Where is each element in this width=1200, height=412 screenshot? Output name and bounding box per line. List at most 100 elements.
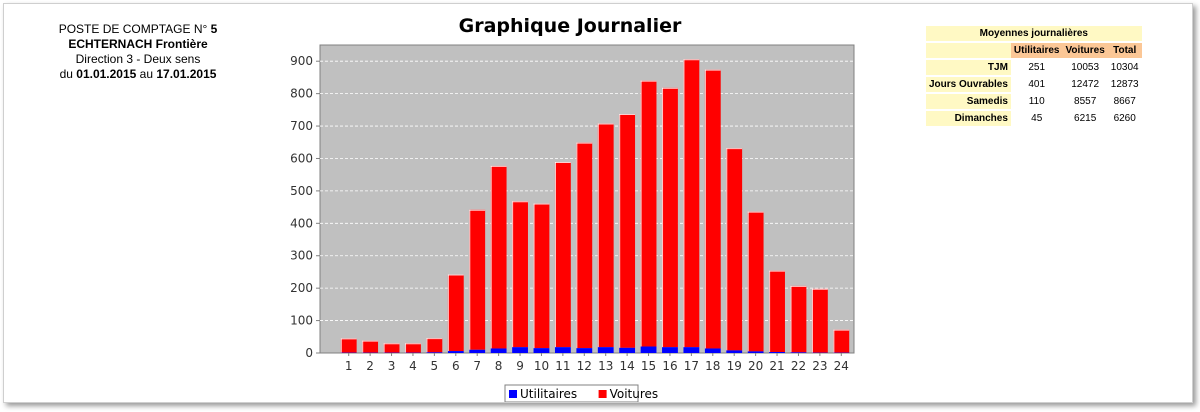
- bar-utilitaires: [704, 348, 721, 353]
- x-tick-label: 13: [598, 359, 613, 373]
- y-tick-label: 300: [290, 249, 313, 263]
- bar-voitures: [426, 338, 443, 353]
- bar-voitures: [405, 343, 421, 353]
- x-tick-label: 6: [452, 359, 460, 373]
- row-label: TJM: [926, 60, 1011, 75]
- table-cell: 10304: [1107, 60, 1142, 75]
- x-tick-label: 12: [577, 359, 592, 373]
- date-to: 17.01.2015: [156, 67, 217, 81]
- bar-utilitaires: [490, 348, 507, 353]
- bar-utilitaires: [619, 347, 636, 353]
- station-line: POSTE DE COMPTAGE N° 5: [40, 22, 236, 37]
- bar-utilitaires: [469, 349, 486, 353]
- table-cell: 110: [1010, 94, 1063, 109]
- bar-voitures: [769, 270, 785, 353]
- x-tick-label: 23: [812, 359, 827, 373]
- x-tick-label: 16: [662, 359, 677, 373]
- y-tick-label: 900: [290, 54, 313, 68]
- bar-utilitaires: [662, 347, 678, 353]
- x-tick-label: 15: [641, 359, 656, 373]
- bar-utilitaires: [512, 347, 528, 353]
- bar-voitures: [619, 114, 636, 348]
- table-row: Jours Ouvrables 401 12472 12873: [926, 77, 1142, 92]
- station-direction: Direction 3 - Deux sens: [75, 52, 201, 66]
- row-label: Dimanches: [926, 111, 1011, 126]
- table-cell: 12472: [1062, 77, 1108, 92]
- table-row: Dimanches 45 6215 6260: [926, 111, 1142, 126]
- bar-utilitaires: [554, 347, 571, 353]
- y-tick-label: 400: [290, 216, 313, 230]
- bar-utilitaires: [533, 348, 550, 353]
- daily-chart: Graphique Journalier 0 100 200 300 400 500 600…: [290, 15, 855, 402]
- bar-voitures: [554, 162, 571, 348]
- date-from: 01.01.2015: [76, 67, 137, 81]
- table-row: TJM 251 10053 10304: [926, 60, 1142, 75]
- x-tick-label: 14: [619, 359, 634, 373]
- bar-utilitaires: [597, 347, 614, 353]
- y-tick-label: 100: [290, 314, 313, 328]
- bar-utilitaires: [683, 347, 700, 353]
- averages-corner: [926, 43, 1011, 58]
- station-period: du 01.01.2015 au 17.01.2015: [59, 67, 217, 81]
- bar-voitures: [662, 87, 678, 348]
- bar-utilitaires: [726, 350, 743, 353]
- legend-swatch: [509, 390, 517, 398]
- y-tick-label: 0: [305, 346, 313, 360]
- bar-voitures: [340, 338, 357, 353]
- y-tick-label: 200: [290, 281, 313, 295]
- bar-voitures: [811, 288, 828, 353]
- table-cell: 401: [1010, 77, 1063, 92]
- table-row: Samedis 110 8557 8667: [926, 94, 1142, 109]
- bar-voitures: [533, 203, 550, 349]
- bar-voitures: [447, 274, 464, 352]
- x-tick-label: 20: [748, 359, 763, 373]
- averages-col-header: Voitures: [1062, 43, 1108, 58]
- table-cell: 8667: [1107, 94, 1142, 109]
- bar-voitures: [790, 285, 807, 353]
- bar-voitures: [704, 69, 721, 349]
- chart-title: Graphique Journalier: [459, 15, 682, 37]
- x-tick-label: 10: [534, 359, 549, 373]
- x-tick-label: 18: [705, 359, 720, 373]
- bar-voitures: [469, 209, 486, 350]
- legend-entry: Utilitaires: [520, 387, 577, 401]
- averages-col-header: Utilitaires: [1010, 43, 1063, 58]
- table-cell: 45: [1010, 111, 1063, 126]
- bar-voitures: [726, 148, 743, 351]
- table-cell: 251: [1010, 60, 1063, 75]
- bar-utilitaires: [790, 352, 807, 353]
- bar-voitures: [576, 142, 593, 349]
- table-cell: 6215: [1062, 111, 1108, 126]
- bar-utilitaires: [576, 348, 593, 353]
- x-tick-label: 3: [388, 359, 396, 373]
- legend-entry: Voitures: [610, 387, 659, 401]
- table-cell: 6260: [1107, 111, 1142, 126]
- bar-voitures: [383, 343, 400, 353]
- station-label: POSTE DE COMPTAGE N°: [58, 22, 208, 36]
- x-tick-label: 19: [727, 359, 742, 373]
- station-info: POSTE DE COMPTAGE N° 5 ECHTERNACH Fronti…: [40, 22, 236, 82]
- x-tick-label: 4: [409, 359, 417, 373]
- row-label: Jours Ouvrables: [926, 77, 1011, 92]
- bar-utilitaires: [426, 352, 443, 353]
- table-cell: 12873: [1107, 77, 1142, 92]
- bar-voitures: [597, 123, 614, 348]
- bar-voitures: [833, 329, 850, 353]
- bar-voitures: [683, 59, 700, 348]
- bar-voitures: [362, 340, 379, 353]
- x-tick-label: 1: [345, 359, 353, 373]
- bar-voitures: [640, 80, 657, 347]
- x-tick-label: 5: [431, 359, 439, 373]
- averages-col-header: Total: [1107, 43, 1142, 58]
- x-tick-label: 9: [516, 359, 524, 373]
- station-number: 5: [210, 22, 218, 36]
- y-tick-label: 500: [290, 184, 313, 198]
- bar-voitures: [512, 201, 528, 348]
- x-tick-label: 7: [473, 359, 481, 373]
- station-name: ECHTERNACH Frontière: [68, 37, 208, 51]
- averages-title: Moyennes journalières: [926, 26, 1142, 41]
- bar-voitures: [490, 165, 507, 349]
- y-tick-label: 800: [290, 87, 313, 101]
- x-tick-label: 2: [366, 359, 374, 373]
